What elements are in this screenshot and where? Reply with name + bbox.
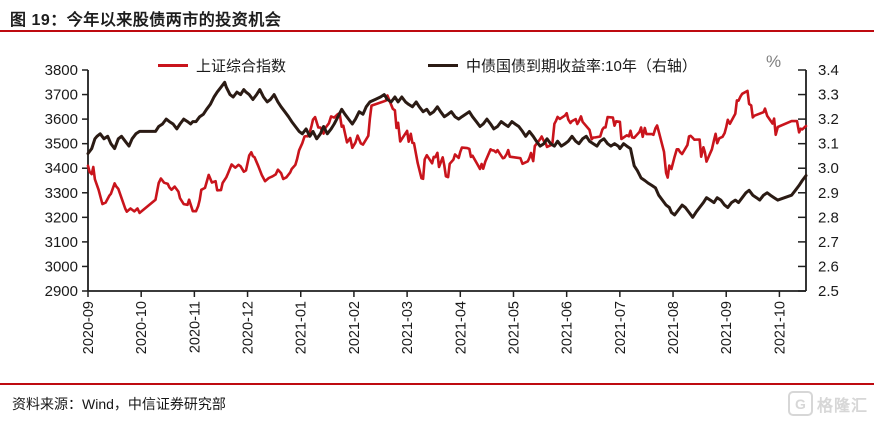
y-left-tick-label: 3400 (45, 160, 78, 177)
y-left-tick-label: 3700 (45, 87, 78, 104)
y-right-tick-label: 3.3 (818, 87, 839, 104)
gelonghui-logo-icon: G (787, 391, 813, 416)
title-divider-rule (0, 30, 874, 32)
y-right-tick-label: 3.1 (818, 136, 839, 153)
x-tick-label: 2021-01 (294, 301, 310, 354)
sse-index-series-line (86, 89, 808, 215)
y-right-tick-label: 3.2 (818, 111, 839, 128)
y-left-tick-label: 3200 (45, 209, 78, 226)
x-tick-label: 2020-11 (187, 301, 203, 353)
y-left-tick-label: 3500 (45, 136, 78, 153)
y-left-tick-label: 3600 (45, 111, 78, 128)
x-tick-label: 2020-10 (134, 301, 150, 354)
y-left-tick-label: 2900 (45, 283, 78, 300)
x-tick-label: 2021-10 (772, 301, 788, 354)
y-right-tick-label: 3.0 (818, 160, 839, 177)
right-axis-unit-label: % (766, 52, 782, 71)
y-left-tick-label: 3000 (45, 258, 78, 275)
x-tick-label: 2020-12 (241, 301, 257, 354)
y-right-tick-label: 3.4 (818, 62, 839, 79)
sse-line-swatch-icon (158, 64, 188, 67)
x-tick-label: 2020-09 (81, 301, 97, 354)
y-left-tick-label: 3300 (45, 185, 78, 202)
y-left-tick-label: 3800 (45, 62, 78, 79)
legend-item-bond: 中债国债到期收益率:10年（右轴） (428, 55, 697, 76)
y-right-tick-label: 2.9 (818, 185, 839, 202)
gelonghui-watermark: G 格隆汇 (787, 391, 868, 416)
y-right-tick-label: 2.5 (818, 283, 839, 300)
bond-yield-series-line (86, 80, 808, 219)
y-left-tick-label: 3100 (45, 234, 78, 251)
x-tick-label: 2021-08 (666, 301, 682, 354)
x-tick-label: 2021-09 (719, 301, 735, 354)
legend-label-bond: 中债国债到期收益率:10年（右轴） (466, 58, 697, 75)
figure-title: 图 19：今年以来股债两市的投资机会 (10, 12, 282, 29)
y-right-tick-label: 2.8 (818, 209, 839, 226)
x-tick-label: 2021-05 (506, 301, 522, 354)
y-right-tick-label: 2.7 (818, 234, 839, 251)
legend-label-sse: 上证综合指数 (196, 58, 287, 75)
x-tick-label: 2021-03 (400, 301, 416, 354)
x-tick-label: 2021-07 (613, 301, 629, 354)
source-note: 资料来源：Wind，中信证券研究部 (12, 396, 226, 412)
gelonghui-watermark-text: 格隆汇 (816, 397, 868, 415)
bond-line-swatch-icon (428, 64, 458, 67)
y-right-tick-label: 2.6 (818, 258, 839, 275)
footer-divider-rule (0, 383, 874, 385)
x-tick-label: 2021-02 (347, 301, 363, 354)
x-tick-label: 2021-06 (560, 301, 576, 354)
x-tick-label: 2021-04 (453, 301, 469, 354)
legend-item-sse: 上证综合指数 (158, 55, 286, 76)
